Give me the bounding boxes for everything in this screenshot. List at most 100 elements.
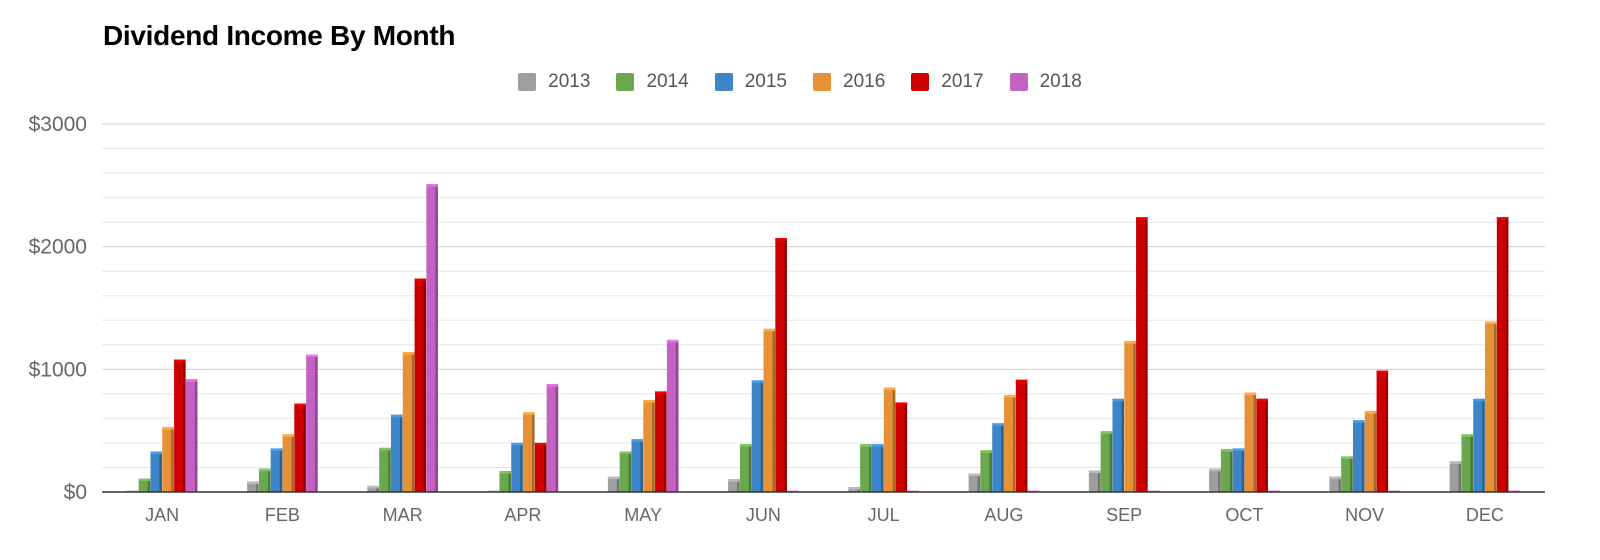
bar-side-shade <box>303 403 306 492</box>
bar-side-shade <box>1265 398 1268 492</box>
bar-top-cap <box>643 400 655 403</box>
bar-side-shade <box>616 476 620 492</box>
bar-side-shade <box>376 485 379 492</box>
legend-item-2017: 2017 <box>911 71 984 93</box>
bar-side-shade <box>1253 392 1257 492</box>
legend-swatch <box>1009 73 1028 91</box>
bar-top-cap <box>619 451 632 455</box>
bar-2017-JAN <box>174 359 186 492</box>
bar-top-cap <box>1352 420 1365 423</box>
bar-side-shade <box>652 400 655 492</box>
bar-side-shade <box>183 359 186 492</box>
bar-side-shade <box>1494 321 1497 492</box>
bar-top-cap <box>1341 456 1353 459</box>
bar-top-cap <box>1364 411 1377 414</box>
bar-side-shade <box>977 473 981 492</box>
bar-top-cap <box>306 354 318 358</box>
bar-2018-APR <box>546 384 559 492</box>
bar-side-shade <box>279 448 283 492</box>
bar-2013-JUN <box>728 479 740 492</box>
bar-2015-JUN <box>751 380 764 492</box>
bar-side-shade <box>1229 449 1233 492</box>
bar-side-shade <box>194 379 198 492</box>
legend-item-2018: 2018 <box>1009 71 1082 93</box>
bar-side-shade <box>1482 398 1485 492</box>
legend-swatch <box>714 73 733 91</box>
bar-2016-DEC <box>1485 321 1497 492</box>
legend-swatch <box>518 73 537 91</box>
chart-title: Dividend Income By Month <box>103 20 456 51</box>
bar-2017-JUN <box>775 238 787 492</box>
bar-side-shade <box>640 439 643 492</box>
bar-top-cap <box>860 444 872 447</box>
legend-swatch <box>813 73 831 91</box>
bar-side-shade <box>1338 476 1341 492</box>
bar-top-cap <box>968 473 981 477</box>
bar-side-shade <box>760 380 764 492</box>
y-tick-label: $1000 <box>29 358 87 381</box>
bar-side-shade <box>411 352 415 492</box>
legend-label: 2013 <box>548 71 591 92</box>
bar-top-cap <box>1485 321 1497 324</box>
bar-top-cap <box>1112 398 1124 402</box>
legend-label: 2018 <box>1039 71 1082 92</box>
bar-top-cap <box>294 403 306 407</box>
bar-2018-MAR <box>426 184 438 492</box>
bar-top-cap <box>1004 395 1016 398</box>
bar-top-cap <box>1209 468 1221 472</box>
legend-item-2015: 2015 <box>714 71 787 93</box>
bar-side-shade <box>520 442 523 492</box>
x-tick-label: SEP <box>1106 505 1142 525</box>
bar-2018-MAY <box>666 339 679 492</box>
bar-top-cap <box>150 451 162 455</box>
x-tick-label: AUG <box>984 505 1023 525</box>
bar-2017-MAR <box>414 278 427 492</box>
bar-2016-FEB <box>282 434 295 492</box>
bar-side-shade <box>508 471 511 492</box>
bar-side-shade <box>748 444 752 492</box>
bar-2014-MAY <box>619 451 632 492</box>
y-tick-label: $0 <box>64 481 87 504</box>
bar-side-shade <box>532 412 535 492</box>
bar-side-shade <box>291 434 295 492</box>
bar-2016-JAN <box>162 426 174 492</box>
bar-2016-NOV <box>1364 411 1377 492</box>
bar-top-cap <box>247 481 259 485</box>
bar-top-cap <box>1376 370 1389 374</box>
bar-2013-MAR <box>367 485 379 492</box>
bar-2014-AUG <box>980 450 992 492</box>
bar-top-cap <box>980 450 992 453</box>
y-tick-label: $2000 <box>29 236 87 259</box>
bar-top-cap <box>655 391 667 394</box>
bar-top-cap <box>607 476 620 480</box>
legend-swatch <box>911 73 930 91</box>
legend-label: 2015 <box>744 71 787 92</box>
x-tick-label: MAY <box>624 505 662 525</box>
bar-top-cap <box>1232 448 1245 451</box>
bar-side-shade <box>1097 470 1101 492</box>
bar-side-shade <box>388 447 391 492</box>
x-tick-label: DEC <box>1466 505 1504 525</box>
bar-side-shade <box>267 468 271 492</box>
bar-2016-JUL <box>883 387 896 492</box>
bar-side-shade <box>171 426 174 492</box>
x-tick-label: OCT <box>1225 505 1263 525</box>
bar-2014-OCT <box>1220 449 1233 492</box>
bar-top-cap <box>739 444 752 447</box>
bar-2015-JAN <box>150 451 162 492</box>
bar-top-cap <box>1100 431 1113 434</box>
bar-top-cap <box>1220 449 1233 452</box>
legend-label: 2017 <box>941 71 984 92</box>
bar-2015-FEB <box>270 448 283 492</box>
bar-2015-MAR <box>390 414 403 492</box>
legend-item-2016: 2016 <box>813 71 885 93</box>
bar-side-shade <box>1024 379 1028 492</box>
bar-2015-SEP <box>1112 398 1124 492</box>
bar-2015-MAY <box>631 439 643 492</box>
bar-top-cap <box>1473 398 1485 402</box>
bar-side-shade <box>989 450 992 492</box>
bar-top-cap <box>666 339 679 343</box>
bar-2013-OCT <box>1209 468 1221 492</box>
bar-2013-MAY <box>607 476 620 492</box>
bar-2017-DEC <box>1496 217 1509 492</box>
